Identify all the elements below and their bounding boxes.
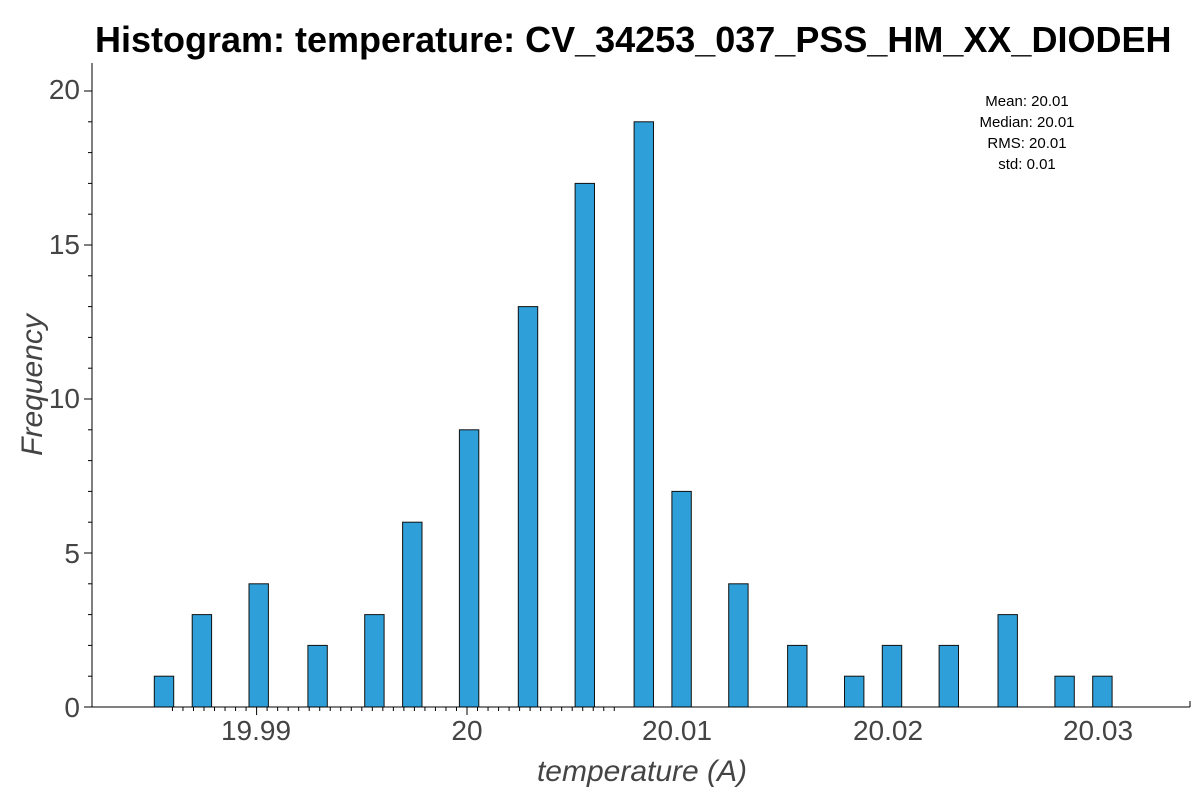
- x-axis-label: temperature (A): [537, 755, 747, 788]
- stats-std: std: 0.01: [998, 156, 1056, 173]
- x-tick-label-20: 20: [451, 715, 482, 746]
- histogram-bar-9: [633, 121, 654, 708]
- histogram-bar-12: [787, 644, 808, 708]
- histogram-bar-15: [938, 644, 959, 708]
- y-tick-label-0: 0: [64, 692, 80, 723]
- histogram-bar-14: [881, 644, 903, 708]
- histogram-bar-5: [402, 521, 423, 708]
- stats-median: Median: 20.01: [979, 114, 1074, 131]
- y-axis-label: Frequency: [16, 312, 49, 456]
- stats-rms: RMS: 20.01: [987, 135, 1066, 152]
- x-tick-label-20-02: 20.02: [853, 715, 923, 746]
- histogram-bar-1: [191, 614, 213, 708]
- histogram-bar-10: [671, 490, 692, 708]
- histogram-bar-18: [1092, 675, 1113, 708]
- histogram-bar-13: [844, 675, 865, 708]
- histogram-bar-11: [728, 583, 749, 708]
- chart-title: Histogram: temperature: CV_34253_037_PSS…: [95, 19, 1171, 60]
- x-ticks-group: [171, 707, 615, 715]
- histogram-bar-7: [517, 306, 539, 708]
- histogram-bar-3: [307, 644, 328, 708]
- x-tick-label-20-03: 20.03: [1063, 715, 1133, 746]
- histogram-bar-2: [248, 583, 269, 708]
- histogram-bar-16: [997, 614, 1018, 708]
- stats-mean: Mean: 20.01: [985, 93, 1068, 110]
- y-ticks-group: [84, 90, 92, 708]
- x-tick-label-20-01: 20.01: [642, 715, 712, 746]
- y-tick-label-10: 10: [49, 383, 80, 414]
- stats-box: Mean: 20.01 Median: 20.01 RMS: 20.01 std…: [979, 93, 1074, 173]
- histogram-bar-8: [574, 182, 595, 708]
- y-tick-label-20: 20: [49, 74, 80, 105]
- histogram-bar-17: [1054, 675, 1075, 708]
- y-tick-label-15: 15: [49, 229, 80, 260]
- histogram-bar-0: [153, 675, 175, 708]
- histogram-bar-4: [364, 614, 385, 708]
- y-tick-label-5: 5: [64, 538, 80, 569]
- histogram-bar-6: [458, 429, 480, 708]
- bars-group: [153, 121, 1113, 708]
- x-tick-label-19-99: 19.99: [221, 715, 291, 746]
